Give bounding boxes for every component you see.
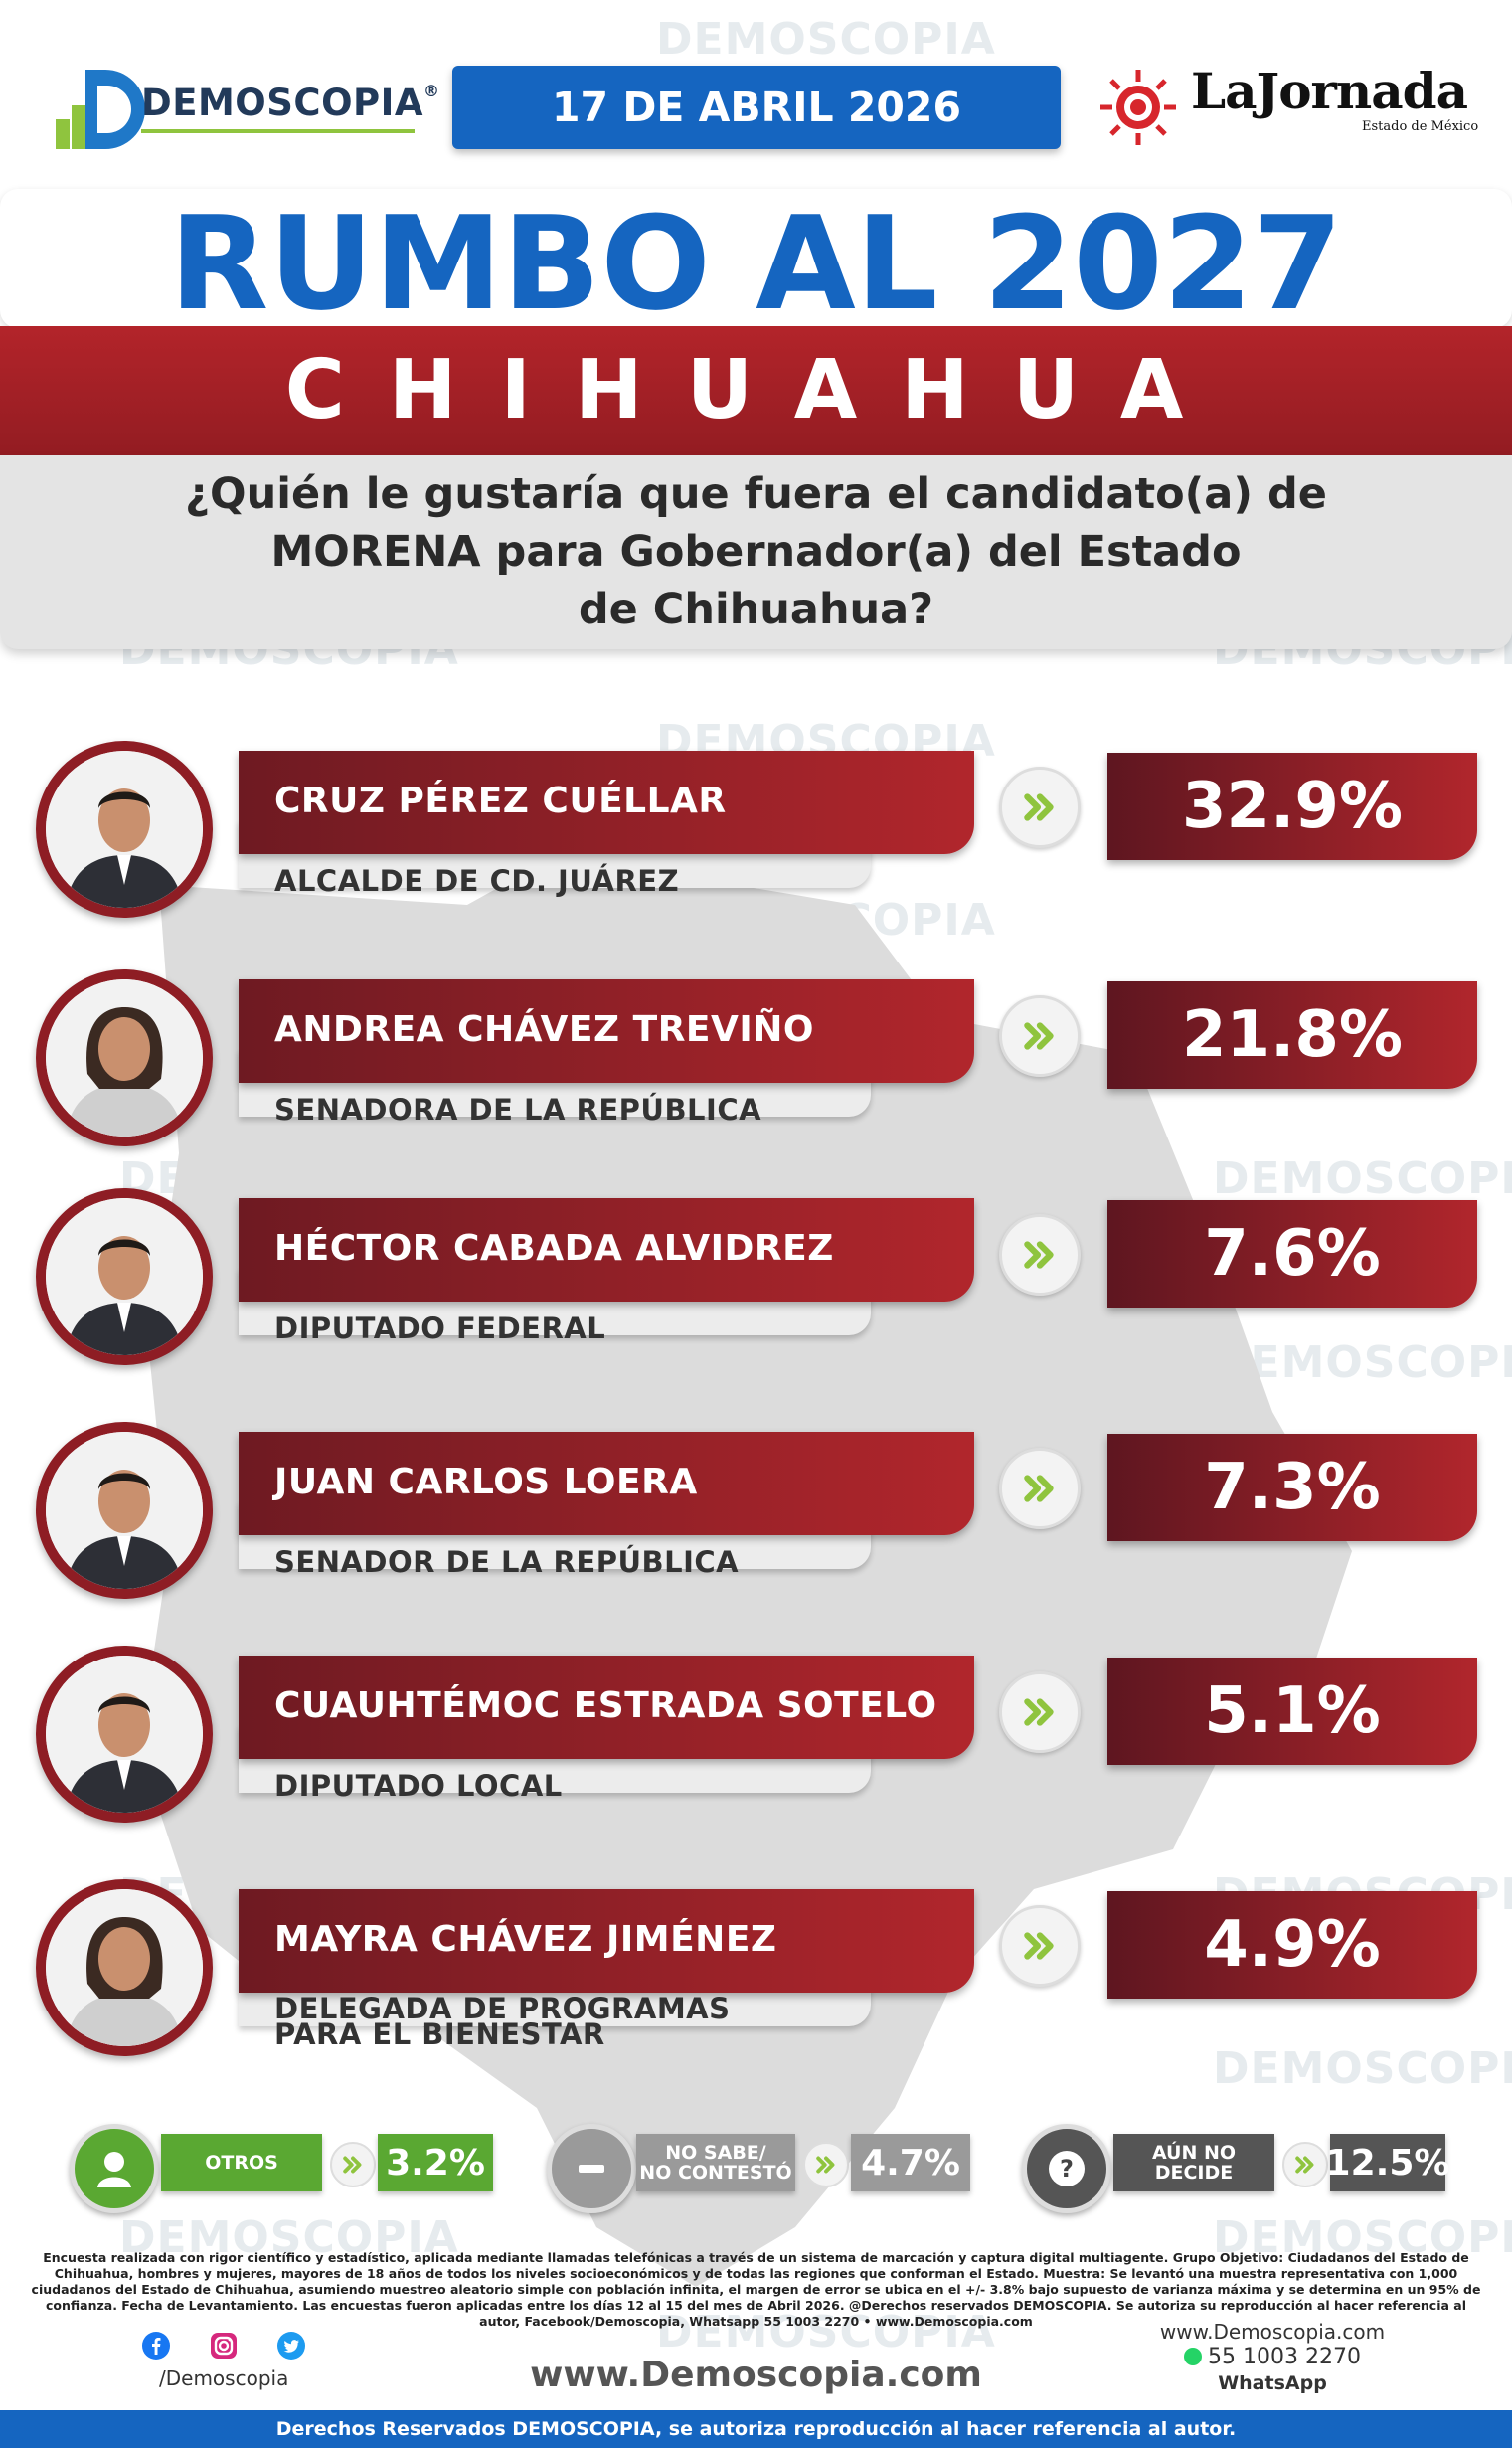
brand-underline: [141, 129, 415, 133]
candidate-percent-box: 5.1%: [1107, 1658, 1477, 1765]
summary-label: AÚN NO DECIDE: [1113, 2134, 1274, 2191]
candidate-role: DELEGADA DE PROGRAMAS PARA EL BIENESTAR: [274, 1992, 731, 2051]
candidate-percent: 32.9%: [1181, 770, 1404, 843]
candidate-name: JUAN CARLOS LOERA: [274, 1462, 698, 1502]
chevron-right-icon: [999, 1448, 1081, 1529]
candidate-avatar: [46, 1432, 203, 1589]
candidate-percent-box: 32.9%: [1107, 753, 1477, 860]
state-name: CHIHUAHUA: [284, 343, 1228, 437]
person-icon: [70, 2124, 159, 2213]
summary-label: NO SABE/NO CONTESTÓ: [636, 2134, 795, 2191]
candidate-percent-box: 7.3%: [1107, 1434, 1477, 1541]
chevron-right-icon: [1282, 2142, 1328, 2187]
la-jornada-sun-icon: [1100, 70, 1176, 145]
candidate-avatar: [46, 979, 203, 1137]
social-handle: /Demoscopia: [159, 2366, 289, 2390]
candidate-photo: [36, 969, 213, 1146]
candidate-percent-box: 4.9%: [1107, 1891, 1477, 1999]
chevron-right-icon: [999, 1671, 1081, 1753]
candidate-photo: [36, 1422, 213, 1599]
candidate-percent: 7.3%: [1204, 1451, 1381, 1524]
watermark-text: DEMOSCOPIA: [656, 2307, 996, 2358]
candidate-name: CUAUHTÉMOC ESTRADA SOTELO: [274, 1685, 937, 1726]
watermark-text: DEMOSCOPIA: [1213, 2212, 1512, 2263]
candidate-percent: 21.8%: [1181, 998, 1404, 1072]
methodology-note: Encuesta realizada con rigor científico …: [31, 2250, 1481, 2329]
candidate-role: DIPUTADO LOCAL: [274, 1769, 563, 1803]
footer-copyright: Derechos Reservados DEMOSCOPIA, se autor…: [0, 2410, 1512, 2448]
watermark-text: DEMOSCOPIA: [656, 14, 996, 65]
candidate-percent: 7.6%: [1204, 1217, 1381, 1291]
twitter-icon[interactable]: [276, 2331, 306, 2361]
candidate-photo: [36, 741, 213, 918]
candidate-avatar: [46, 1889, 203, 2046]
question-icon: ?: [1022, 2124, 1111, 2213]
candidate-percent-box: 7.6%: [1107, 1200, 1477, 1308]
chevron-right-icon: [999, 1905, 1081, 1987]
survey-question: ¿Quién le gustaría que fuera el candidat…: [185, 469, 1327, 634]
candidate-photo: [36, 1188, 213, 1365]
chevron-right-icon: [330, 2142, 376, 2187]
chevron-right-icon: [999, 1214, 1081, 1296]
candidate-role: SENADORA DE LA REPÚBLICA: [274, 1093, 762, 1127]
candidate-name-bar: [239, 751, 974, 854]
watermark-text: DEMOSCOPIA: [1213, 1153, 1512, 1204]
candidate-name-bar: [239, 1432, 974, 1535]
watermark-text: DEMOSCOPIA: [119, 2212, 459, 2263]
instagram-icon[interactable]: [209, 2331, 239, 2361]
summary-percent: 3.2%: [378, 2134, 493, 2191]
candidate-name: CRUZ PÉREZ CUÉLLAR: [274, 781, 727, 821]
summary-percent: 4.7%: [851, 2134, 970, 2191]
candidate-role: DIPUTADO FEDERAL: [274, 1311, 606, 1345]
candidate-photo: [36, 1879, 213, 2056]
brand-name: DEMOSCOPIA®: [141, 82, 440, 124]
demoscopia-logo-icon: [56, 70, 145, 149]
contact-phone-label: WhatsApp: [1218, 2372, 1327, 2394]
summary-label: OTROS: [161, 2134, 322, 2191]
watermark-text: DEMOSCOPIA: [1213, 2043, 1512, 2094]
contact-block: www.Demoscopia.com 55 1003 2270 WhatsApp: [1113, 2319, 1431, 2396]
partner-name: LaJornada: [1191, 62, 1468, 120]
candidate-name-bar: [239, 1889, 974, 1993]
candidate-avatar: [46, 751, 203, 908]
facebook-icon[interactable]: [141, 2331, 171, 2361]
candidate-photo: [36, 1646, 213, 1823]
candidate-name-bar: [239, 979, 974, 1083]
date-banner: 17 DE ABRIL 2026: [452, 66, 1061, 149]
candidate-name: MAYRA CHÁVEZ JIMÉNEZ: [274, 1919, 777, 1960]
website-link[interactable]: www.Demoscopia.com: [530, 2355, 982, 2395]
candidate-avatar: [46, 1656, 203, 1813]
minus-icon: [547, 2124, 636, 2213]
candidate-name: HÉCTOR CABADA ALVIDREZ: [274, 1228, 834, 1269]
summary-percent: 12.5%: [1326, 2134, 1449, 2191]
candidate-percent: 4.9%: [1204, 1908, 1381, 1982]
candidate-role: SENADOR DE LA REPÚBLICA: [274, 1545, 740, 1579]
watermark-text: DEMOSCOPIA: [1213, 1337, 1512, 1388]
question-panel: [0, 455, 1512, 649]
contact-phone[interactable]: 55 1003 2270: [1113, 2345, 1431, 2370]
candidate-role: ALCALDE DE CD. JUÁREZ: [274, 864, 680, 898]
candidate-name-bar: [239, 1656, 974, 1759]
candidate-name-bar: [239, 1198, 974, 1302]
candidate-percent-box: 21.8%: [1107, 981, 1477, 1089]
page-title: RUMBO AL 2027: [169, 188, 1343, 339]
candidate-avatar: [46, 1198, 203, 1355]
chevron-right-icon: [999, 995, 1081, 1077]
partner-subtitle: Estado de México: [1362, 119, 1479, 134]
whatsapp-icon: [1184, 2348, 1203, 2365]
svg-text:?: ?: [1060, 2155, 1074, 2183]
chevron-right-icon: [999, 767, 1081, 848]
contact-website[interactable]: www.Demoscopia.com: [1159, 2320, 1386, 2344]
candidate-percent: 5.1%: [1204, 1674, 1381, 1748]
chevron-right-icon: [803, 2142, 849, 2187]
candidate-name: ANDREA CHÁVEZ TREVIÑO: [274, 1009, 814, 1050]
title-panel: [0, 189, 1512, 328]
state-band: [0, 326, 1512, 455]
